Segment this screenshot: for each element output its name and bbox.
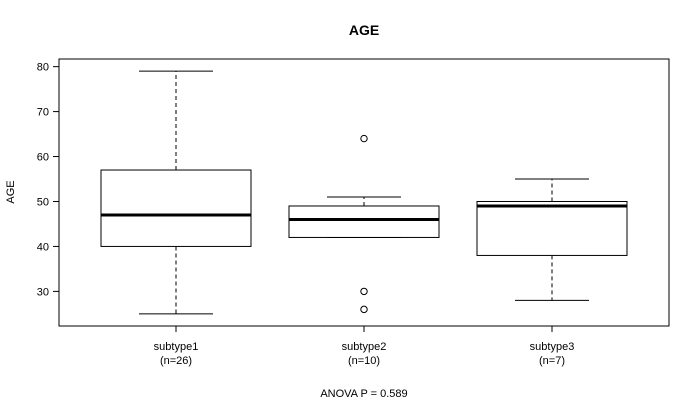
box-group-subtype2	[288, 134, 440, 314]
iqr-box	[100, 169, 252, 247]
y-axis: 30 40 50 60 70 80	[37, 62, 60, 298]
y-tick-label: 80	[37, 62, 49, 74]
x-tick-count-label: (n=7)	[539, 355, 565, 367]
y-tick-label: 40	[37, 241, 49, 253]
outlier-point	[360, 305, 368, 314]
outlier-point	[360, 134, 368, 143]
box-group-subtype1	[100, 70, 252, 315]
x-tick-label: subtype1	[154, 341, 199, 353]
y-tick-label: 50	[37, 196, 49, 208]
y-tick-label: 30	[37, 286, 49, 298]
chart-title: AGE	[349, 22, 379, 38]
x-tick-label: subtype2	[342, 341, 387, 353]
x-axis-caption: ANOVA P = 0.589	[320, 388, 407, 400]
y-axis-label: AGE	[5, 180, 17, 203]
box-group-subtype3	[476, 178, 628, 301]
iqr-box	[476, 200, 628, 256]
y-tick-label: 70	[37, 107, 49, 119]
x-tick-label: subtype3	[530, 341, 575, 353]
outlier-point	[360, 287, 368, 296]
x-tick-count-label: (n=10)	[348, 355, 380, 367]
x-axis-labels: subtype1 (n=26) subtype2 (n=10) subtype3 (n=7…	[154, 326, 575, 367]
box-series	[100, 70, 628, 315]
x-tick-count-label: (n=26)	[160, 355, 192, 367]
y-tick-label: 60	[37, 152, 49, 164]
iqr-box	[288, 205, 440, 238]
